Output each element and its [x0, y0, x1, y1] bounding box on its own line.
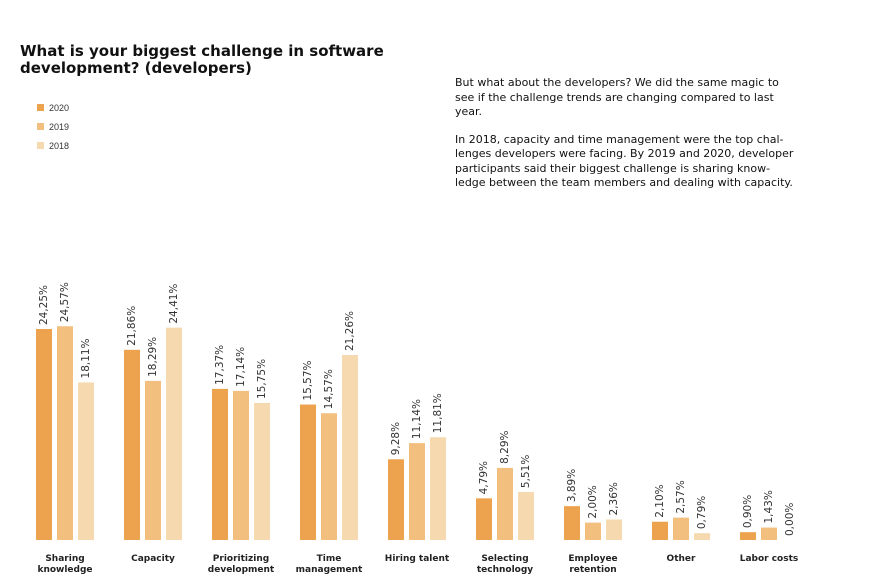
- bar-2018-6: [606, 519, 622, 540]
- category-label-line: Capacity: [131, 554, 175, 564]
- bar-2020-7: [652, 521, 668, 540]
- bar-2019-7: [673, 517, 689, 540]
- legend-item-2020: 2020: [37, 98, 69, 117]
- data-label-2018-0: 18,11%: [80, 338, 92, 378]
- bar-2019-0: [57, 326, 73, 540]
- category-label-line: Employee: [568, 554, 617, 564]
- bar-2019-2: [233, 390, 249, 540]
- category-label-8: Labor costs: [740, 554, 799, 564]
- data-label-2020-8: 0,90%: [742, 495, 754, 528]
- description-paragraph-2: In 2018, capacity and time management we…: [455, 132, 794, 190]
- category-label-line: Other: [667, 554, 696, 564]
- legend-item-2019: 2019: [37, 117, 69, 136]
- data-label-2019-8: 1,43%: [763, 490, 775, 523]
- data-label-2020-0: 24,25%: [38, 285, 50, 325]
- description: But what about the developers? We did th…: [455, 76, 835, 204]
- data-label-2020-6: 3,89%: [566, 469, 578, 502]
- bar-2018-7: [694, 533, 710, 540]
- bar-2020-0: [36, 329, 52, 540]
- bar-2020-1: [124, 349, 140, 540]
- data-label-2019-2: 17,14%: [235, 347, 247, 387]
- bar-2019-8: [761, 527, 777, 540]
- category-label-line: technology: [477, 565, 533, 575]
- bar-2020-8: [740, 532, 756, 540]
- category-label-6: Employee retention: [568, 554, 617, 575]
- legend-swatch-2018: [37, 142, 44, 149]
- data-label-2020-2: 17,37%: [214, 345, 226, 385]
- data-label-2018-3: 21,26%: [344, 311, 356, 351]
- bar-2018-1: [166, 327, 182, 540]
- data-label-2019-4: 11,14%: [411, 399, 423, 439]
- bar-2018-3: [342, 355, 358, 540]
- data-label-2020-3: 15,57%: [302, 360, 314, 400]
- data-label-2018-8: 0,00%: [784, 503, 796, 536]
- description-paragraph-1: But what about the developers? We did th…: [455, 76, 779, 118]
- bar-2019-1: [145, 380, 161, 540]
- data-label-2019-7: 2,57%: [675, 480, 687, 513]
- data-label-2018-6: 2,36%: [608, 482, 620, 515]
- bar-2018-4: [430, 437, 446, 540]
- legend-label-2019: 2019: [49, 121, 70, 132]
- bar-2020-3: [300, 404, 316, 540]
- chart-title: What is your biggest challenge in softwa…: [20, 42, 384, 77]
- data-label-2020-7: 2,10%: [654, 484, 666, 517]
- category-label-1: Capacity: [131, 554, 175, 564]
- category-label-3: Time management: [296, 554, 363, 575]
- bar-2019-6: [585, 522, 601, 540]
- legend-label-2018: 2018: [49, 140, 70, 151]
- bar-2020-4: [388, 459, 404, 540]
- bar-2018-0: [78, 382, 94, 540]
- data-label-2019-6: 2,00%: [587, 485, 599, 518]
- bar-2020-2: [212, 388, 228, 540]
- legend-item-2018: 2018: [37, 136, 69, 155]
- category-label-line: Time: [317, 554, 342, 564]
- category-label-line: Hiring talent: [385, 554, 450, 564]
- category-label-line: management: [296, 565, 363, 575]
- data-label-2018-2: 15,75%: [256, 359, 268, 399]
- category-label-line: Prioritizing: [213, 554, 269, 564]
- bar-2018-5: [518, 492, 534, 540]
- category-label-7: Other: [667, 554, 696, 564]
- data-label-2018-7: 0,79%: [696, 496, 708, 529]
- legend-swatch-2019: [37, 123, 44, 130]
- data-label-2019-0: 24,57%: [59, 282, 71, 322]
- data-label-2018-4: 11,81%: [432, 393, 444, 433]
- bar-2018-2: [254, 402, 270, 540]
- bar-2020-5: [476, 498, 492, 540]
- data-label-2019-3: 14,57%: [323, 369, 335, 409]
- category-label-5: Selecting technology: [477, 554, 533, 575]
- bar-2019-5: [497, 467, 513, 540]
- data-label-2020-1: 21,86%: [126, 306, 138, 346]
- data-label-2019-1: 18,29%: [147, 337, 159, 377]
- bar-2020-6: [564, 506, 580, 540]
- category-label-4: Hiring talent: [385, 554, 450, 564]
- bar-2019-4: [409, 443, 425, 540]
- data-label-2018-5: 5,51%: [520, 455, 532, 488]
- data-label-2019-5: 8,29%: [499, 430, 511, 463]
- category-label-0: Sharing knowledge: [37, 554, 92, 575]
- legend-label-2020: 2020: [49, 102, 70, 113]
- category-label-line: Sharing: [45, 554, 84, 564]
- bar-2019-3: [321, 413, 337, 540]
- legend-swatch-2020: [37, 104, 44, 111]
- category-label-line: knowledge: [37, 565, 92, 575]
- category-label-line: development: [208, 565, 275, 575]
- category-label-line: Labor costs: [740, 554, 799, 564]
- category-label-line: Selecting: [481, 554, 528, 564]
- category-label-line: retention: [569, 565, 616, 575]
- data-label-2020-5: 4,79%: [478, 461, 490, 494]
- data-label-2018-1: 24,41%: [168, 284, 180, 324]
- category-label-2: Prioritizing development: [208, 554, 275, 575]
- legend: 2020 2019 2018: [37, 98, 69, 155]
- data-label-2020-4: 9,28%: [390, 422, 402, 455]
